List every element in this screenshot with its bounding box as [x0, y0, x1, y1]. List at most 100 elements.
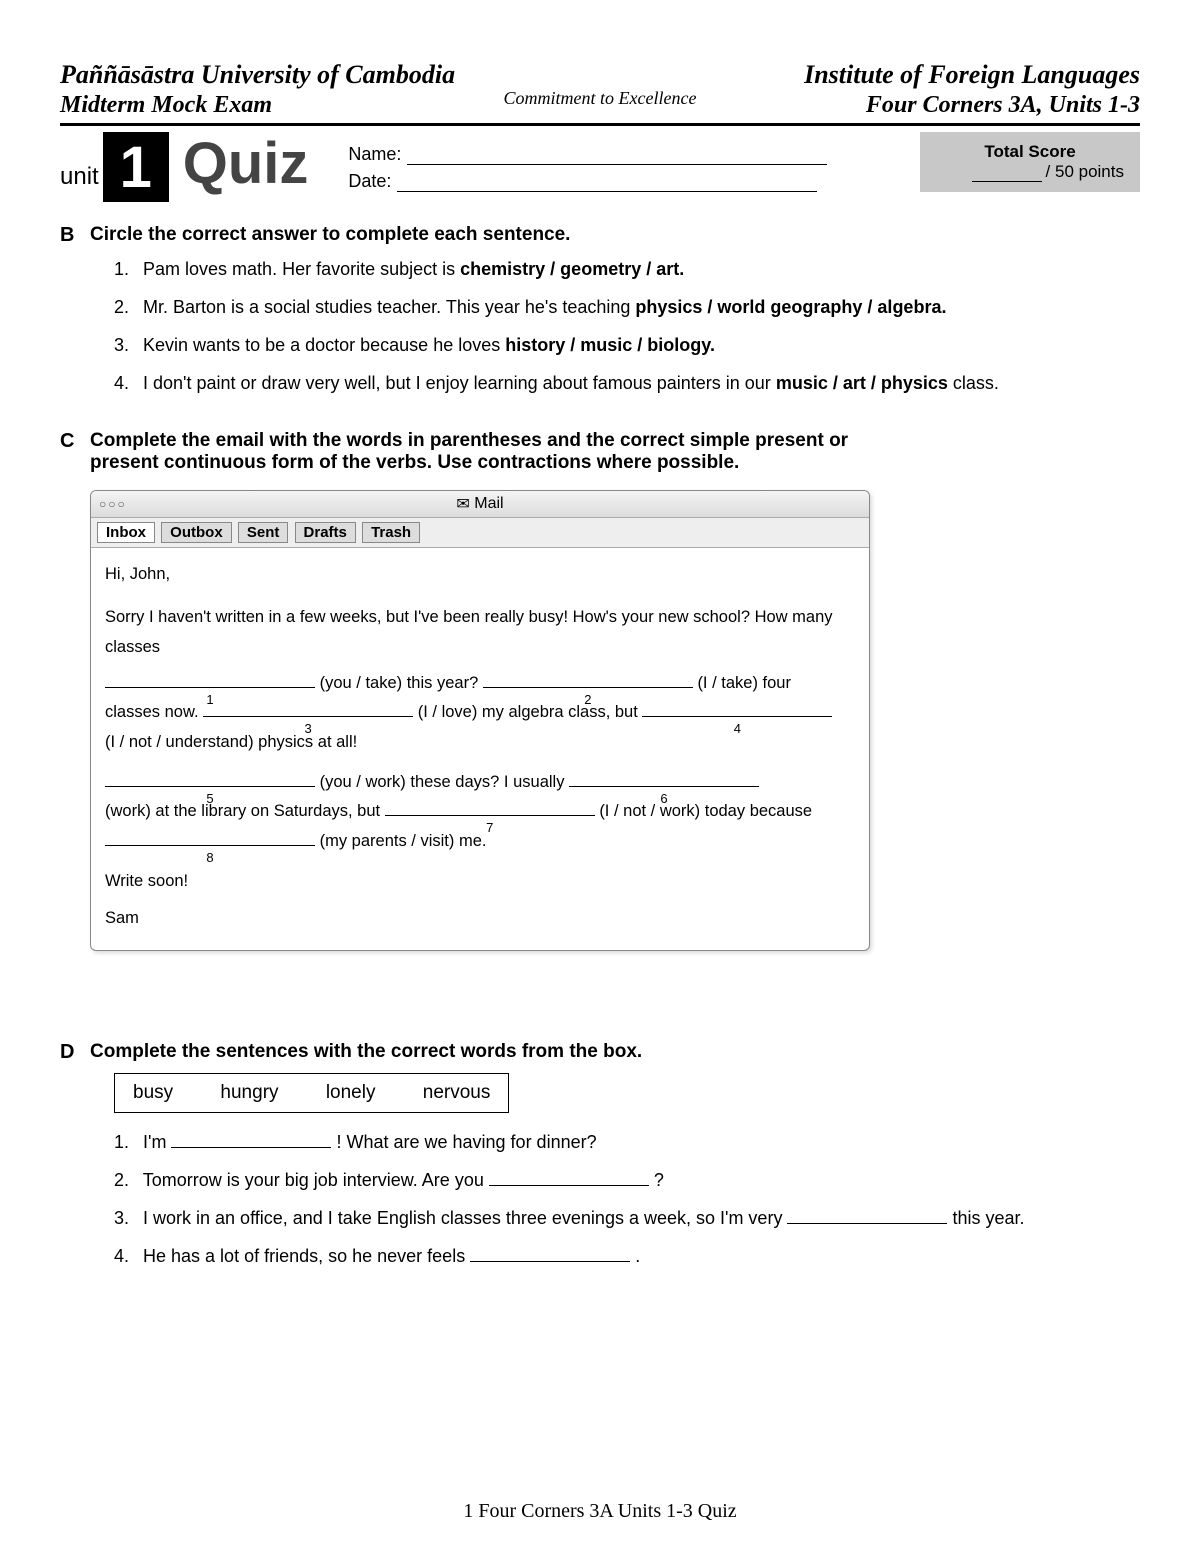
blank-5[interactable]: 5	[105, 773, 315, 787]
quiz-title-bar: unit 1 Quiz Name: Date: Total Score / 50…	[60, 132, 1140, 202]
email-intro: Sorry I haven't written in a few weeks, …	[105, 603, 855, 662]
d3-a: I work in an office, and I take English …	[143, 1208, 787, 1228]
d4-num: 4.	[114, 1243, 138, 1271]
header-right: Institute of Foreign Languages Four Corn…	[700, 60, 1140, 119]
b2-num: 2.	[114, 294, 138, 322]
section-b-letter: B	[60, 224, 90, 408]
c-paren-3: (I / love) my algebra class, but	[418, 703, 638, 721]
unit-block: unit 1 Quiz	[60, 132, 308, 202]
c-paren-7: (I / not / work) today because	[599, 802, 812, 820]
institute-name: Institute of Foreign Languages	[700, 60, 1140, 90]
email-line-3: (I / not / understand) physics at all!	[105, 728, 855, 758]
b-item-1: 1. Pam loves math. Her favorite subject …	[114, 256, 1140, 284]
section-b: B Circle the correct answer to complete …	[60, 224, 1140, 408]
section-b-instructions: Circle the correct answer to complete ea…	[90, 224, 1140, 246]
b2-opts[interactable]: physics / world geography / algebra.	[635, 297, 946, 317]
b3-num: 3.	[114, 332, 138, 360]
b4-opts[interactable]: music / art / physics	[776, 373, 948, 393]
b4-post: class.	[953, 373, 999, 393]
word-4: nervous	[423, 1082, 491, 1103]
section-b-body: Circle the correct answer to complete ea…	[90, 224, 1140, 408]
course-name: Four Corners 3A, Units 1-3	[700, 92, 1140, 119]
date-row: Date:	[348, 171, 920, 192]
quiz-word: Quiz	[183, 130, 309, 197]
email-body: Hi, John, Sorry I haven't written in a f…	[91, 548, 869, 951]
word-2: hungry	[220, 1082, 278, 1103]
section-c-letter: C	[60, 430, 90, 952]
section-d-instructions: Complete the sentences with the correct …	[90, 1041, 1140, 1063]
email-line-6: 8 (my parents / visit) me.	[105, 827, 855, 857]
score-suffix: / 50 points	[1046, 162, 1124, 182]
blank-6[interactable]: 6	[569, 773, 759, 787]
d2-b: ?	[654, 1170, 664, 1190]
blank-1[interactable]: 1	[105, 674, 315, 688]
d2-num: 2.	[114, 1167, 138, 1195]
email-titlebar: ○○○ ✉ Mail	[91, 491, 869, 518]
name-label: Name:	[348, 144, 401, 165]
page: Paññāsāstra University of Cambodia Midte…	[0, 0, 1200, 1553]
d1-blank[interactable]	[171, 1134, 331, 1148]
tab-drafts[interactable]: Drafts	[295, 522, 356, 543]
d4-blank[interactable]	[470, 1248, 630, 1262]
unit-label: unit	[60, 163, 99, 191]
c-paren-8: (my parents / visit) me.	[320, 832, 487, 850]
d-item-2: 2. Tomorrow is your big job interview. A…	[114, 1167, 1140, 1195]
tab-outbox[interactable]: Outbox	[161, 522, 232, 543]
section-c: C Complete the email with the words in p…	[60, 430, 1140, 952]
mail-title: Mail	[474, 495, 503, 513]
b1-opts[interactable]: chemistry / geometry / art.	[460, 259, 684, 279]
tab-trash[interactable]: Trash	[362, 522, 420, 543]
tab-inbox[interactable]: Inbox	[97, 522, 155, 543]
d-item-1: 1. I'm ! What are we having for dinner?	[114, 1129, 1140, 1157]
tab-sent[interactable]: Sent	[238, 522, 289, 543]
b3-opts[interactable]: history / music / biology.	[505, 335, 715, 355]
email-greeting: Hi, John,	[105, 560, 855, 590]
blank-3[interactable]: 3	[203, 703, 413, 717]
blank-8[interactable]: 8	[105, 832, 315, 846]
b4-pre: I don't paint or draw very well, but I e…	[143, 373, 776, 393]
d-item-4: 4. He has a lot of friends, so he never …	[114, 1243, 1140, 1271]
d1-b: ! What are we having for dinner?	[336, 1132, 596, 1152]
d3-blank[interactable]	[787, 1210, 947, 1224]
d3-b: this year.	[952, 1208, 1024, 1228]
unit-number: 1	[103, 132, 169, 202]
name-row: Name:	[348, 144, 920, 165]
d1-num: 1.	[114, 1129, 138, 1157]
date-input-line[interactable]	[397, 174, 817, 192]
section-d: D Complete the sentences with the correc…	[60, 1041, 1140, 1281]
c-tail-2: classes now.	[105, 703, 199, 721]
email-closing-2: Sam	[105, 904, 855, 934]
d2-blank[interactable]	[489, 1172, 649, 1186]
page-footer: 1 Four Corners 3A Units 1-3 Quiz	[0, 1500, 1200, 1523]
d4-b: .	[635, 1246, 640, 1266]
email-line-1: 1 (you / take) this year? 2 (I / take) f…	[105, 669, 855, 699]
email-box: ○○○ ✉ Mail Inbox Outbox Sent Drafts Tras…	[90, 490, 870, 952]
section-c-body: Complete the email with the words in par…	[90, 430, 1140, 952]
email-tabs: Inbox Outbox Sent Drafts Trash	[91, 518, 869, 548]
document-header: Paññāsāstra University of Cambodia Midte…	[60, 60, 1140, 119]
c-paren-5: (you / work) these days? I usually	[320, 773, 565, 791]
blank-2[interactable]: 2	[483, 674, 693, 688]
b-item-3: 3. Kevin wants to be a doctor because he…	[114, 332, 1140, 360]
email-line-4: 5 (you / work) these days? I usually 6	[105, 768, 855, 798]
score-line: / 50 points	[936, 162, 1124, 182]
blank-7[interactable]: 7	[385, 802, 595, 816]
blank-4[interactable]: 4	[642, 703, 832, 717]
date-label: Date:	[348, 171, 391, 192]
b2-pre: Mr. Barton is a social studies teacher. …	[143, 297, 635, 317]
name-input-line[interactable]	[407, 147, 827, 165]
name-date-block: Name: Date:	[348, 132, 920, 198]
section-d-letter: D	[60, 1041, 90, 1281]
header-rule	[60, 123, 1140, 126]
email-line-2: classes now. 3 (I / love) my algebra cla…	[105, 698, 855, 728]
d2-a: Tomorrow is your big job interview. Are …	[143, 1170, 489, 1190]
c-paren-2: (I / take) four	[697, 674, 791, 692]
b4-num: 4.	[114, 370, 138, 398]
word-box: busy hungry lonely nervous	[114, 1073, 509, 1113]
header-left: Paññāsāstra University of Cambodia Midte…	[60, 60, 500, 119]
score-input-line[interactable]	[972, 168, 1042, 182]
b1-num: 1.	[114, 256, 138, 284]
d4-a: He has a lot of friends, so he never fee…	[143, 1246, 470, 1266]
section-b-list: 1. Pam loves math. Her favorite subject …	[90, 256, 1140, 398]
word-3: lonely	[326, 1082, 376, 1103]
